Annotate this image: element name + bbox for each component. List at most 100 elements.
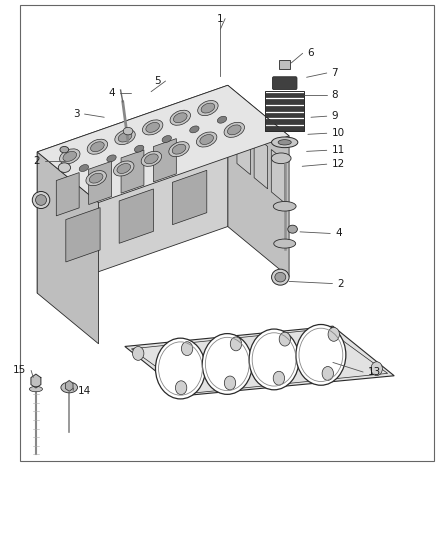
Polygon shape xyxy=(37,85,228,293)
Polygon shape xyxy=(153,139,177,182)
Bar xyxy=(265,91,304,131)
Polygon shape xyxy=(254,135,268,189)
Polygon shape xyxy=(65,381,73,391)
Ellipse shape xyxy=(118,132,132,142)
Ellipse shape xyxy=(91,142,104,152)
Text: 3: 3 xyxy=(73,109,80,119)
Ellipse shape xyxy=(113,161,134,176)
Circle shape xyxy=(230,337,242,351)
Circle shape xyxy=(322,367,333,381)
Ellipse shape xyxy=(107,155,116,162)
Ellipse shape xyxy=(58,163,71,173)
Polygon shape xyxy=(271,149,285,203)
Circle shape xyxy=(328,327,339,341)
Circle shape xyxy=(249,329,299,390)
Ellipse shape xyxy=(32,191,50,208)
Polygon shape xyxy=(237,121,251,175)
Bar xyxy=(279,60,290,69)
Ellipse shape xyxy=(190,126,199,133)
Polygon shape xyxy=(37,152,99,344)
Text: 2: 2 xyxy=(34,157,40,166)
Ellipse shape xyxy=(134,145,144,152)
Polygon shape xyxy=(265,99,304,104)
Ellipse shape xyxy=(87,139,108,154)
Polygon shape xyxy=(119,189,153,244)
Text: 1: 1 xyxy=(217,14,224,23)
Circle shape xyxy=(273,372,285,385)
Ellipse shape xyxy=(79,165,88,172)
Text: 14: 14 xyxy=(78,386,91,395)
Ellipse shape xyxy=(60,149,80,164)
Polygon shape xyxy=(56,173,79,216)
Ellipse shape xyxy=(224,122,244,138)
Ellipse shape xyxy=(145,154,158,164)
Text: 7: 7 xyxy=(332,68,338,78)
Ellipse shape xyxy=(198,101,218,116)
Text: 4: 4 xyxy=(108,88,115,98)
Circle shape xyxy=(155,338,205,399)
Bar xyxy=(20,5,434,461)
Polygon shape xyxy=(31,374,41,388)
Polygon shape xyxy=(37,85,289,203)
Text: 10: 10 xyxy=(332,128,345,138)
Circle shape xyxy=(279,332,290,346)
Text: 5: 5 xyxy=(154,76,161,86)
Text: 8: 8 xyxy=(332,90,338,100)
Ellipse shape xyxy=(170,110,191,125)
Polygon shape xyxy=(121,150,144,193)
Polygon shape xyxy=(265,93,304,97)
Polygon shape xyxy=(66,208,100,262)
Ellipse shape xyxy=(89,173,103,183)
Circle shape xyxy=(202,334,252,394)
Ellipse shape xyxy=(217,116,227,123)
Ellipse shape xyxy=(278,140,291,145)
Text: 2: 2 xyxy=(337,279,344,288)
Circle shape xyxy=(181,342,193,356)
Ellipse shape xyxy=(142,120,163,135)
Circle shape xyxy=(296,325,346,385)
Polygon shape xyxy=(228,85,289,277)
Ellipse shape xyxy=(274,239,296,248)
Ellipse shape xyxy=(200,134,213,144)
Ellipse shape xyxy=(162,135,171,142)
Ellipse shape xyxy=(141,151,162,166)
Ellipse shape xyxy=(196,132,217,147)
Circle shape xyxy=(132,346,144,360)
Circle shape xyxy=(175,381,187,394)
Ellipse shape xyxy=(227,125,241,135)
Polygon shape xyxy=(173,171,207,225)
Circle shape xyxy=(371,362,382,376)
Ellipse shape xyxy=(169,142,189,157)
Ellipse shape xyxy=(63,151,77,161)
Polygon shape xyxy=(88,161,112,205)
Ellipse shape xyxy=(117,164,131,173)
Polygon shape xyxy=(265,126,304,131)
Text: 9: 9 xyxy=(332,111,338,121)
FancyBboxPatch shape xyxy=(272,77,297,90)
Ellipse shape xyxy=(146,123,159,132)
Text: 12: 12 xyxy=(332,159,345,169)
Ellipse shape xyxy=(271,153,291,164)
Ellipse shape xyxy=(273,201,296,211)
Ellipse shape xyxy=(123,127,133,135)
Ellipse shape xyxy=(29,386,42,392)
Ellipse shape xyxy=(61,382,78,393)
Ellipse shape xyxy=(275,272,286,282)
Ellipse shape xyxy=(272,137,298,148)
Polygon shape xyxy=(265,106,304,111)
Ellipse shape xyxy=(288,225,297,233)
Polygon shape xyxy=(125,326,394,395)
Ellipse shape xyxy=(201,103,215,113)
Ellipse shape xyxy=(35,195,46,205)
Polygon shape xyxy=(265,119,304,124)
Ellipse shape xyxy=(173,113,187,123)
Text: 4: 4 xyxy=(335,229,342,238)
Circle shape xyxy=(224,376,236,390)
Ellipse shape xyxy=(115,130,135,144)
Ellipse shape xyxy=(60,147,69,153)
Text: 13: 13 xyxy=(368,367,381,377)
Ellipse shape xyxy=(86,171,106,185)
Text: 11: 11 xyxy=(332,146,345,155)
Polygon shape xyxy=(265,112,304,117)
Text: 15: 15 xyxy=(13,366,26,375)
